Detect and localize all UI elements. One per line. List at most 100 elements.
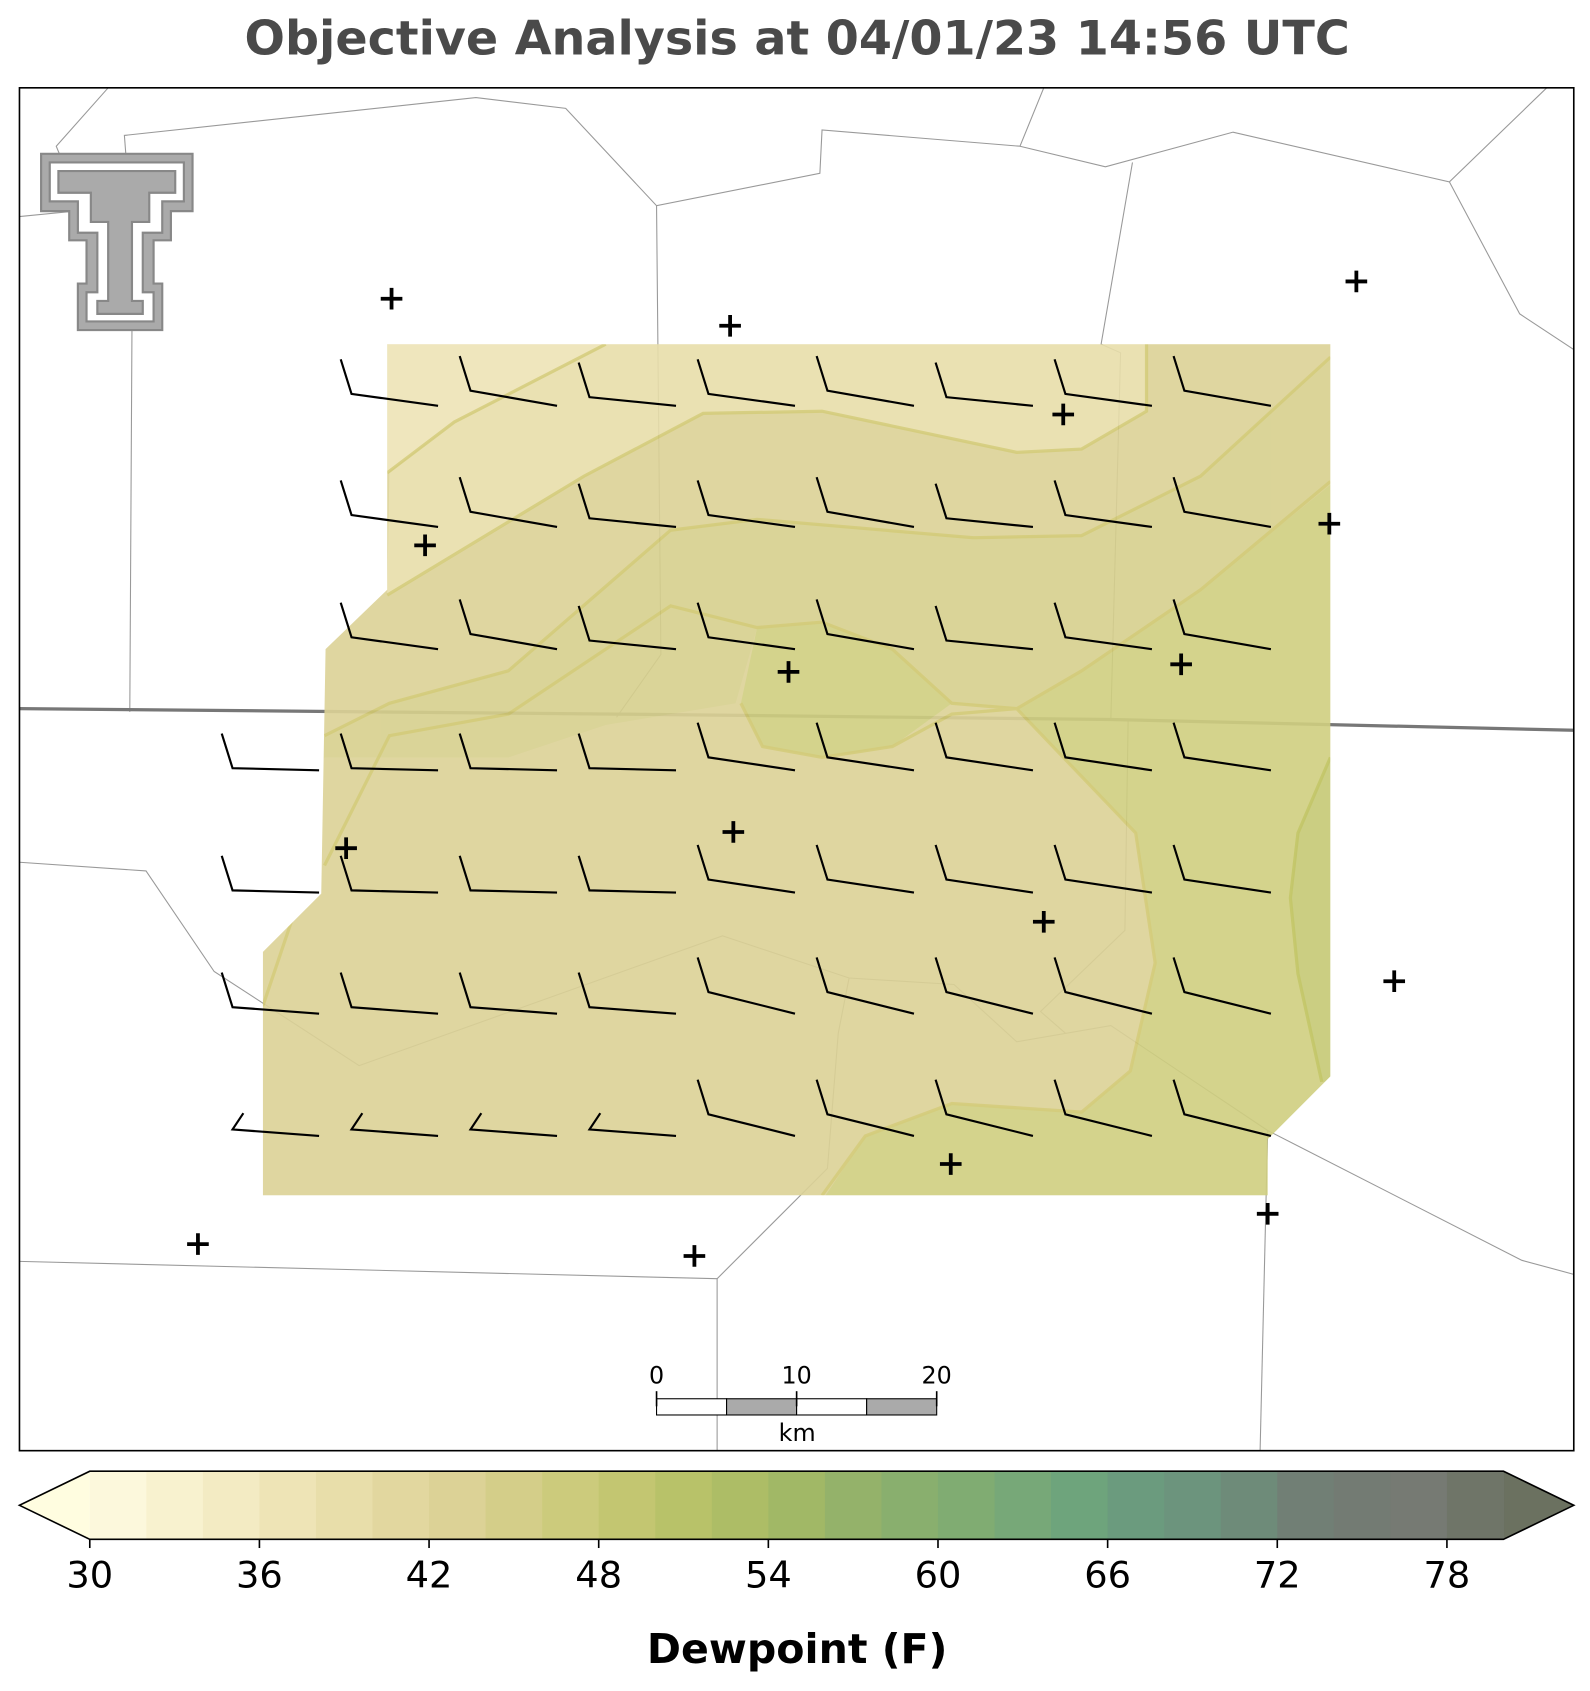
wind-barb xyxy=(1172,957,1272,1015)
wind-barb xyxy=(577,362,677,407)
wind-barb xyxy=(1053,844,1153,894)
logo xyxy=(40,152,194,332)
wind-barb xyxy=(815,844,915,894)
wind-barbs xyxy=(220,355,1272,1137)
wind-barb xyxy=(339,733,439,772)
colorbar-extend-over xyxy=(1503,1471,1574,1540)
colorbar-tick-label: 48 xyxy=(575,1554,622,1597)
wind-barb xyxy=(815,722,915,772)
scale-bar: km 0 10 20 xyxy=(649,1362,952,1447)
wind-barb xyxy=(468,1112,558,1137)
colorbar-bin xyxy=(655,1471,713,1540)
wind-barb xyxy=(1053,602,1153,651)
scale-segment xyxy=(866,1398,938,1416)
station xyxy=(683,1245,706,1267)
scale-segment xyxy=(726,1398,798,1416)
analysis xyxy=(262,344,1331,1196)
scale-tick-label: 20 xyxy=(922,1362,952,1390)
station xyxy=(1256,1202,1279,1225)
wind-barb xyxy=(587,1112,677,1137)
colorbar-tick-label: 66 xyxy=(1084,1554,1131,1597)
colorbar-extend-under xyxy=(19,1471,90,1540)
wind-barb xyxy=(339,972,439,1015)
wind-barb xyxy=(934,957,1034,1015)
station xyxy=(1345,270,1368,293)
colorbar-bin xyxy=(598,1471,656,1540)
wind-barb xyxy=(1053,722,1153,772)
station xyxy=(380,287,403,310)
wind-barb xyxy=(1172,599,1272,651)
wind-barb xyxy=(458,855,558,894)
wind-barb xyxy=(458,972,558,1015)
wind-barb xyxy=(1053,358,1153,407)
wind-barb xyxy=(696,602,796,651)
colorbar-tick-label: 42 xyxy=(406,1554,453,1597)
colorbar-bin xyxy=(429,1471,487,1540)
wind-barb xyxy=(458,476,558,529)
colorbar-bin xyxy=(485,1471,543,1540)
station xyxy=(777,661,800,683)
wind-barb xyxy=(458,355,558,407)
wind-barb xyxy=(1172,476,1272,529)
wind-barb xyxy=(1053,957,1153,1015)
wind-barb xyxy=(696,844,796,894)
colorbar-tick-label: 36 xyxy=(236,1554,283,1597)
colorbar-bin xyxy=(881,1471,939,1540)
colorbar-tick-label: 54 xyxy=(745,1554,792,1597)
colorbar-bin xyxy=(202,1471,260,1540)
wind-barb xyxy=(815,599,915,651)
colorbar-bin xyxy=(146,1471,204,1540)
colorbar: Dewpoint (F) 30 36 42 48 54 60 66 72 78 xyxy=(17,1470,1576,1673)
wind-barb xyxy=(577,483,677,529)
colorbar-bin xyxy=(937,1471,996,1540)
colorbar-tick-label: 60 xyxy=(915,1554,962,1597)
wind-barb xyxy=(1053,1079,1153,1137)
wind-barb xyxy=(220,733,320,772)
colorbar-bin xyxy=(994,1471,1052,1540)
colorbar-outline xyxy=(17,1470,1576,1541)
station xyxy=(1170,653,1192,676)
map-frame xyxy=(18,87,1575,1452)
wind-barb xyxy=(1172,722,1272,772)
scale-unit: km xyxy=(779,1419,816,1447)
wind-barb xyxy=(815,355,915,407)
colorbar-bin xyxy=(1220,1471,1278,1540)
wind-barb xyxy=(339,602,439,651)
wind-barb xyxy=(934,722,1034,772)
wind-barb xyxy=(934,483,1034,529)
wind-barb xyxy=(458,599,558,651)
wind-barb xyxy=(696,722,796,772)
wind-barb xyxy=(696,1079,796,1137)
colorbar-bin xyxy=(542,1471,600,1540)
wind-barb xyxy=(815,957,915,1015)
scale-segment xyxy=(796,1398,868,1416)
wind-barb xyxy=(577,733,677,772)
map: km 0 10 20 xyxy=(18,87,1575,1452)
colorbar-bin xyxy=(1277,1471,1335,1540)
wind-barb xyxy=(220,855,320,894)
wind-barb xyxy=(577,605,677,651)
wind-barb xyxy=(696,480,796,529)
wind-barb xyxy=(458,733,558,772)
scale-tick-label: 0 xyxy=(649,1362,664,1390)
colorbar-tick-label: 72 xyxy=(1254,1554,1301,1597)
station xyxy=(1032,910,1055,933)
colorbar-bin xyxy=(315,1471,374,1540)
wind-barb xyxy=(934,605,1034,651)
station xyxy=(187,1233,209,1255)
scale-segment xyxy=(656,1398,728,1416)
wind-barb xyxy=(1172,844,1272,894)
station xyxy=(722,821,745,843)
colorbar-tick-label: 30 xyxy=(66,1554,113,1597)
colorbar-bin xyxy=(1051,1471,1109,1540)
chart-title: Objective Analysis at 04/01/23 14:56 UTC xyxy=(245,11,1350,66)
colorbar-bin xyxy=(768,1471,826,1540)
colorbar-bin xyxy=(1390,1471,1448,1540)
wind-barb xyxy=(1172,1079,1272,1137)
wind-barb xyxy=(1053,480,1153,529)
station xyxy=(1383,970,1406,993)
wind-barb xyxy=(934,844,1034,894)
wind-barb xyxy=(349,1112,439,1137)
wind-barb xyxy=(339,855,439,894)
station xyxy=(414,534,436,557)
